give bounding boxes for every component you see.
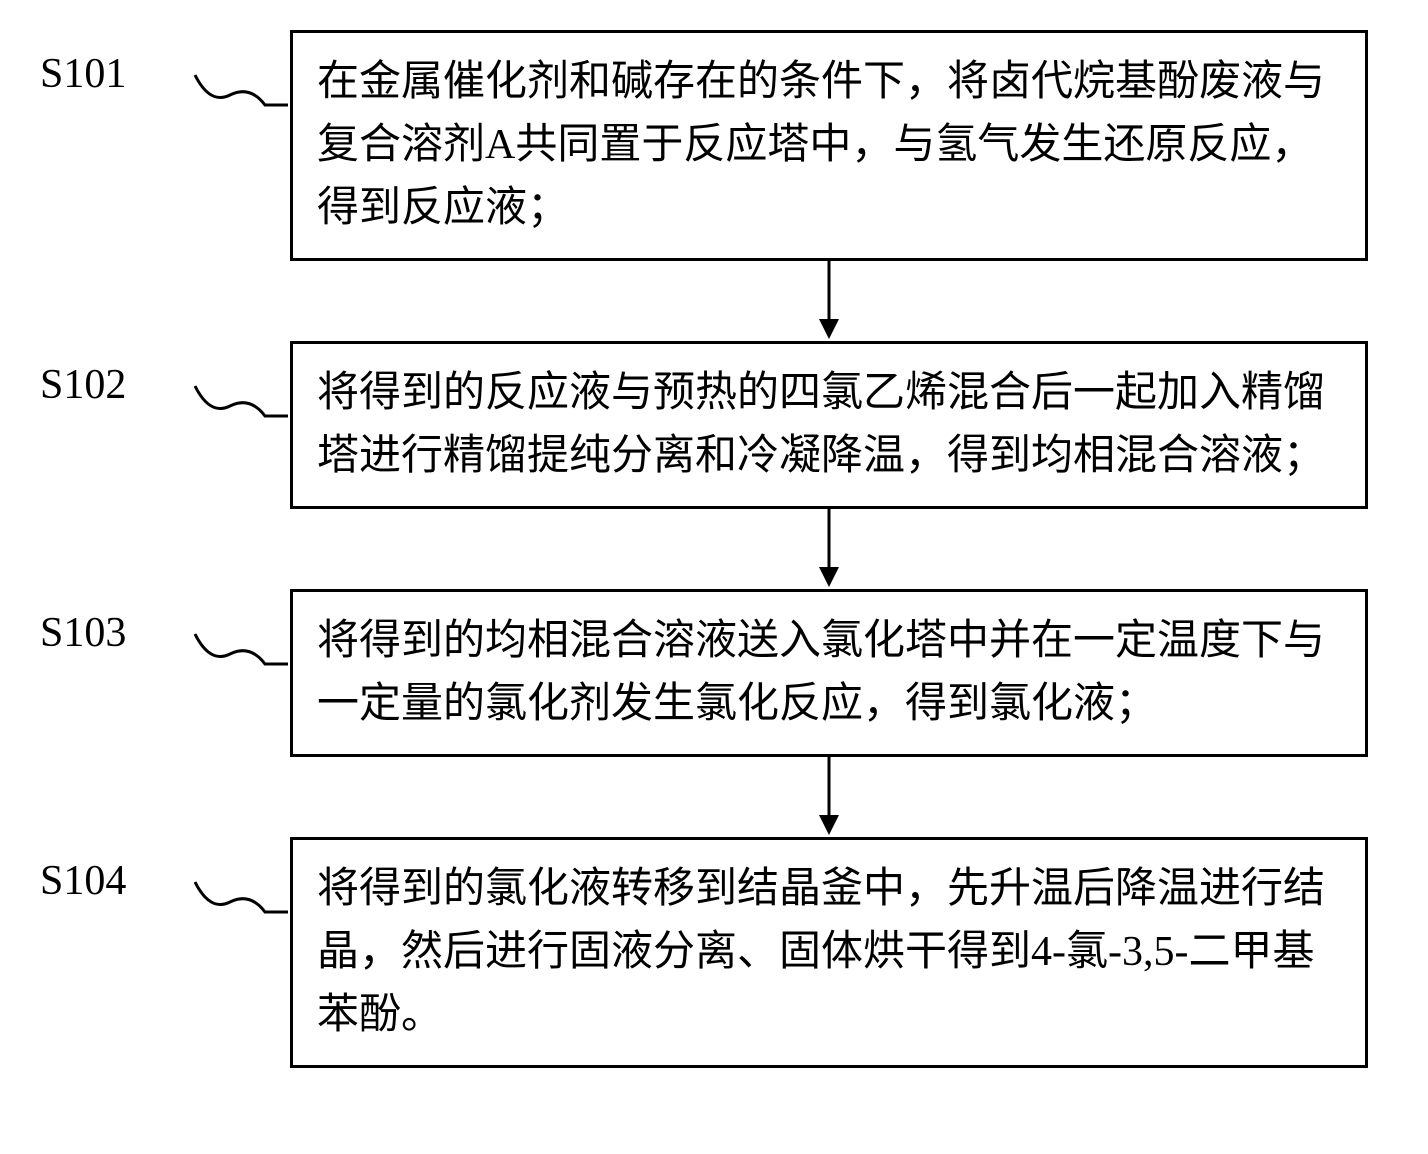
connector-s103 xyxy=(190,589,290,679)
step-box-s101: 在金属催化剂和碱存在的条件下，将卤代烷基酚废液与复合溶剂A共同置于反应塔中，与氢… xyxy=(290,30,1368,261)
step-label-s102: S102 xyxy=(40,341,190,409)
step-row-2: S102 将得到的反应液与预热的四氯乙烯混合后一起加入精馏塔进行精馏提纯分离和冷… xyxy=(40,341,1388,509)
arrow-2 xyxy=(40,509,1388,589)
step-row-4: S104 将得到的氯化液转移到结晶釜中，先升温后降温进行结晶，然后进行固液分离、… xyxy=(40,837,1388,1068)
step-box-s102: 将得到的反应液与预热的四氯乙烯混合后一起加入精馏塔进行精馏提纯分离和冷凝降温，得… xyxy=(290,341,1368,509)
step-label-s104: S104 xyxy=(40,837,190,905)
connector-s104 xyxy=(190,837,290,927)
step-box-s103: 将得到的均相混合溶液送入氯化塔中并在一定温度下与一定量的氯化剂发生氯化反应，得到… xyxy=(290,589,1368,757)
process-flowchart: S101 在金属催化剂和碱存在的条件下，将卤代烷基酚废液与复合溶剂A共同置于反应… xyxy=(40,30,1388,1068)
arrow-3 xyxy=(40,757,1388,837)
connector-s102 xyxy=(190,341,290,431)
connector-s101 xyxy=(190,30,290,120)
step-label-s103: S103 xyxy=(40,589,190,657)
step-row-3: S103 将得到的均相混合溶液送入氯化塔中并在一定温度下与一定量的氯化剂发生氯化… xyxy=(40,589,1388,757)
step-box-s104: 将得到的氯化液转移到结晶釜中，先升温后降温进行结晶，然后进行固液分离、固体烘干得… xyxy=(290,837,1368,1068)
step-row-1: S101 在金属催化剂和碱存在的条件下，将卤代烷基酚废液与复合溶剂A共同置于反应… xyxy=(40,30,1388,261)
arrow-1 xyxy=(40,261,1388,341)
step-label-s101: S101 xyxy=(40,30,190,98)
